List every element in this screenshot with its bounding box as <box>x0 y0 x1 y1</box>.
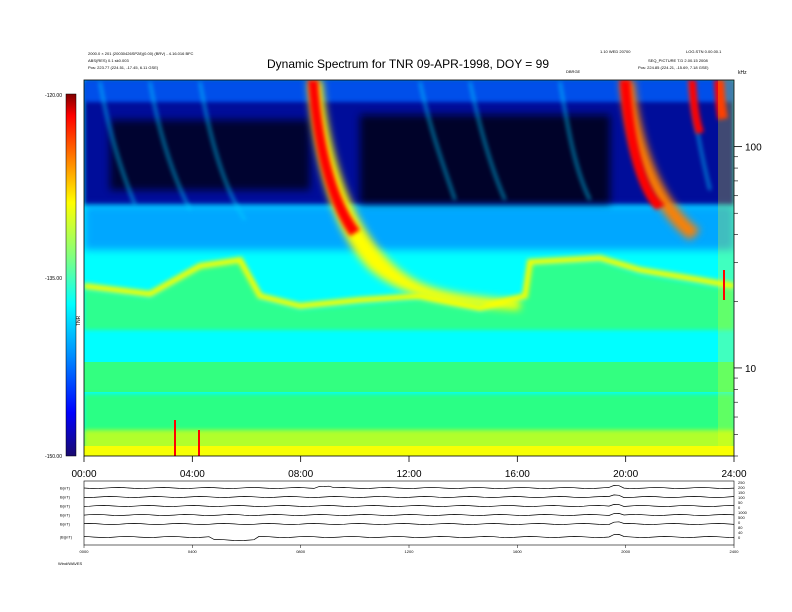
b-right-scale-label: 0 <box>738 505 741 510</box>
b-series-line <box>83 494 735 498</box>
b-series-label: B(nT) <box>60 522 71 527</box>
x-axis: 00:00 04:00 08:00 12:00 16:00 20:00 24:00 <box>71 456 747 480</box>
b-x-tick-label: 0400 <box>188 549 198 554</box>
b-right-scale-label: 80 <box>738 525 743 530</box>
header-left-3: Pos: 223.77 (224.51, -17.45, 6.11 GSE) <box>88 65 159 70</box>
x-tick-label: 24:00 <box>721 469 746 480</box>
header-right-1: 1.10 WED 20700 <box>600 49 631 54</box>
header-right-3: SEQ_PICTURE T.D 2.00.15 2008 <box>648 58 709 63</box>
footer-label: Wind/WAVES <box>58 561 83 566</box>
b-right-scale-label: 0 <box>738 520 741 525</box>
b-x-tick-label: 2000 <box>621 549 631 554</box>
b-series-label: B(nT) <box>60 495 71 500</box>
b-right-scale-label: 50 <box>738 500 743 505</box>
spectrogram <box>84 80 734 456</box>
header-right-4: Pos: 224.85 (224.21, -15.69, 7.18 GSE) <box>638 65 709 70</box>
b-right-scale-label: 40 <box>738 530 743 535</box>
y-tick-label: 10 <box>745 364 757 375</box>
b-right-scale-label: 500 <box>738 515 745 520</box>
b-right-scale-label: 1000 <box>738 510 748 515</box>
y-axis-units: kHz <box>738 70 747 76</box>
b-right-scale-label: 0 <box>738 535 741 540</box>
x-tick-label: 16:00 <box>505 469 530 480</box>
x-tick-label: 04:00 <box>180 469 205 480</box>
x-tick-label: 20:00 <box>613 469 638 480</box>
b-x-axis: 0000 0400 0800 1200 1600 2000 2400 <box>80 545 740 554</box>
colorbar-tick-bottom: -150.00 <box>45 454 62 460</box>
header-left-2: ABS(RES) 0.1 sk0.003 <box>88 58 129 63</box>
b-x-tick-label: 2400 <box>730 549 740 554</box>
header-right-2: LOG.STN 0.00.00.1 <box>686 49 722 54</box>
b-right-scale-label: 250 <box>738 480 745 485</box>
b-series-line <box>83 521 735 525</box>
b-series-line <box>83 513 735 516</box>
b-right-scale-label: 100 <box>738 495 745 500</box>
colorbar <box>65 93 77 457</box>
b-series-label: B(nT) <box>60 513 71 518</box>
mid-label: DBRGE <box>566 69 581 74</box>
b-right-scale-label: 150 <box>738 490 745 495</box>
colorbar-tick-top: -120.00 <box>45 93 62 99</box>
b-series-line <box>83 485 735 489</box>
colorbar-tick-mid: -135.00 <box>45 276 62 282</box>
colorbar-label: TNR <box>76 315 82 326</box>
y-tick-label: 100 <box>745 143 762 154</box>
b-series-line <box>83 504 734 507</box>
b-right-scale-label: 200 <box>738 485 745 490</box>
b-labels: B(nT) B(nT) B(nT) B(nT) B(nT) |B|(nT) <box>60 486 73 540</box>
b-series-label: B(nT) <box>60 504 71 509</box>
b-series-label: B(nT) <box>60 486 71 491</box>
x-tick-label: 12:00 <box>396 469 421 480</box>
header-left-1: 2000.0 × 201 (20030426SP28)(0.00) (BRV) … <box>88 51 194 56</box>
b-series-line <box>83 534 735 541</box>
b-x-tick-label: 0000 <box>80 549 90 554</box>
b-series-label: |B|(nT) <box>60 535 73 540</box>
b-x-tick-label: 0800 <box>296 549 306 554</box>
b-series <box>83 485 735 541</box>
b-x-tick-label: 1200 <box>405 549 415 554</box>
magnetic-field-panel: B(nT)B(nT)B(nT)B(nT)B(nT)|B|(nT) 2502001… <box>60 480 748 554</box>
x-tick-label: 00:00 <box>71 469 96 480</box>
b-x-tick-label: 1600 <box>513 549 523 554</box>
y-axis-right: 100 10 <box>734 143 762 457</box>
x-tick-label: 08:00 <box>288 469 313 480</box>
chart-title: Dynamic Spectrum for TNR 09-APR-1998, DO… <box>267 57 549 71</box>
